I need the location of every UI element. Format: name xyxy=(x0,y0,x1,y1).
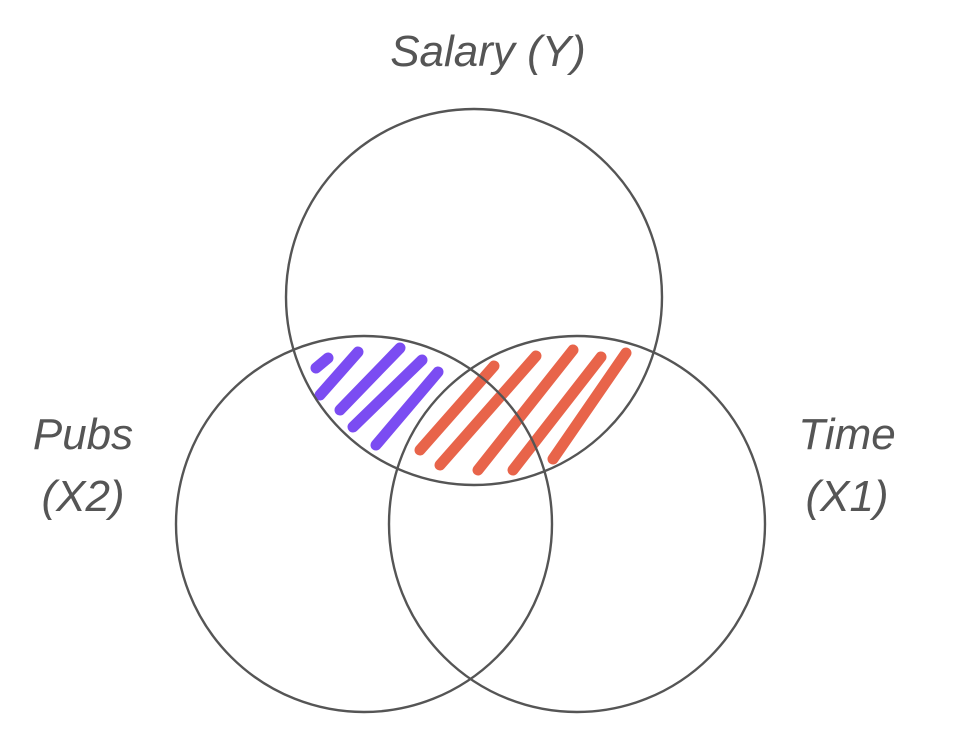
salary-pubs-overlap-hatching xyxy=(310,342,444,451)
salary-circle xyxy=(284,107,664,487)
time-label-variable: (X1) xyxy=(805,471,889,521)
pubs-circle xyxy=(174,334,554,714)
pubs-label: Pubs (X2) xyxy=(18,404,148,527)
salary-label: Salary (Y) xyxy=(390,27,586,76)
pubs-label-name: Pubs xyxy=(32,410,134,459)
time-label: Time (X1) xyxy=(782,404,912,527)
salary-time-overlap-hatching xyxy=(414,344,632,476)
time-circle xyxy=(387,334,767,714)
time-label-name: Time xyxy=(798,410,896,459)
pubs-label-variable: (X2) xyxy=(41,471,125,521)
